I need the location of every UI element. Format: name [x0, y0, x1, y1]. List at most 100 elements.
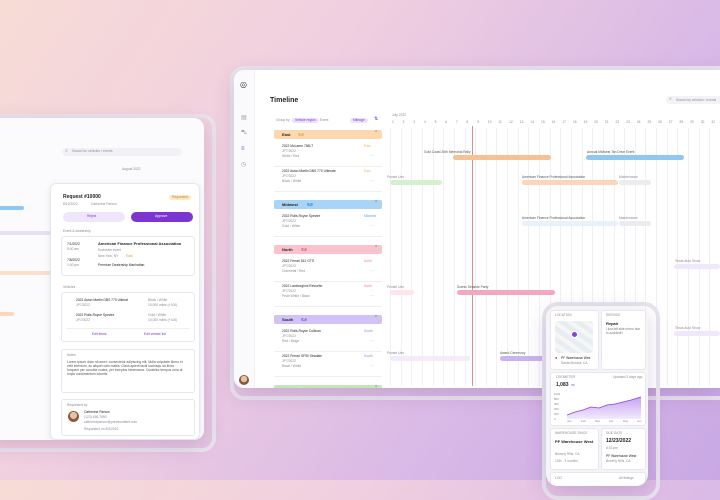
- event-bar[interactable]: [500, 356, 544, 361]
- more-icon[interactable]: ···: [370, 153, 374, 158]
- vehicle-model: 2022 Rolls-Royce Spectre: [282, 214, 321, 218]
- due-city: Beverly Hills, CA: [606, 459, 631, 463]
- end-time: 1:00 pm: [67, 263, 79, 267]
- x-tick: May: [623, 419, 629, 423]
- dealership: Premium Dealership Manhattan: [98, 263, 145, 267]
- chart-x-axis: Jan Feb Mar Apr May Jun: [567, 419, 642, 424]
- group-name: West: [282, 387, 291, 388]
- day-label: 20: [594, 120, 598, 124]
- event-bar[interactable]: [674, 331, 720, 336]
- more-icon[interactable]: ···: [370, 338, 374, 343]
- group-header-north[interactable]: North 2 ⌃: [274, 245, 382, 254]
- event-bar[interactable]: [586, 155, 684, 160]
- event-label: Texas Auto Show: [675, 326, 701, 330]
- timeline-bar[interactable]: [0, 312, 14, 316]
- vehicle-color: Black / White: [282, 364, 302, 368]
- event-bar[interactable]: [674, 264, 720, 269]
- service-card[interactable]: SERVICE Repair I just left side mirror d…: [601, 310, 646, 370]
- grid-line: [400, 128, 402, 386]
- day-label: 8: [466, 120, 469, 124]
- group-count: 1: [307, 201, 313, 206]
- day-label: 28: [679, 120, 684, 124]
- group-header-south[interactable]: South 2 ⌃: [274, 315, 382, 324]
- calendar-icon[interactable]: ▤: [241, 115, 247, 121]
- group-by-alt[interactable]: Event: [320, 118, 329, 122]
- approve-button[interactable]: [131, 212, 193, 222]
- event-bar[interactable]: [619, 221, 651, 226]
- search-input[interactable]: [62, 148, 182, 156]
- chevron-up-icon[interactable]: ⌃: [374, 245, 379, 251]
- grid-line: [496, 128, 498, 386]
- more-icon[interactable]: ···: [370, 293, 374, 298]
- vehicle-color: Gold / White: [148, 313, 167, 317]
- event-bar[interactable]: [390, 180, 442, 185]
- group-header-midwest[interactable]: Midwest 1 ⌃: [274, 200, 382, 209]
- more-icon[interactable]: ···: [370, 363, 374, 368]
- group-by-select[interactable]: Vehicle region: [292, 118, 319, 124]
- group-header-west[interactable]: West 2 ⌃: [274, 385, 382, 388]
- filter-icon[interactable]: ⇅: [374, 116, 379, 122]
- row-divider: [274, 281, 382, 282]
- vehicle-date: JP7/2022: [282, 264, 296, 268]
- tablet-left-frame: [0, 114, 216, 452]
- event-bar[interactable]: [390, 290, 414, 295]
- day-label: 27: [668, 120, 673, 124]
- mileage-filter[interactable]: Mileage: [350, 118, 368, 124]
- person-email: catherineparson@premiumfleet.com: [84, 420, 138, 424]
- vehicle-date: JP7/2022: [282, 219, 296, 223]
- event-bar[interactable]: [457, 290, 555, 295]
- event-label: Scenic Seaside Party: [457, 285, 489, 289]
- edit-items-button[interactable]: Edit items: [92, 332, 107, 336]
- timeline-bar[interactable]: [0, 206, 24, 210]
- day-label: 16: [551, 120, 556, 124]
- odometer-updated: Updated 3 days ago: [613, 375, 643, 379]
- location-card[interactable]: LOCATION PF Warehouse Wes Santa Monica, …: [550, 310, 599, 370]
- user-avatar[interactable]: [239, 375, 249, 385]
- event-bar[interactable]: [453, 155, 551, 160]
- event-label: Maintenance: [619, 216, 638, 220]
- chevron-up-icon[interactable]: ⌃: [374, 130, 379, 136]
- event-label: Maintenance: [619, 175, 638, 179]
- timeline-bar[interactable]: [0, 271, 56, 275]
- more-icon[interactable]: ···: [370, 178, 374, 183]
- day-label: 15: [541, 120, 545, 124]
- clock-icon[interactable]: ◷: [241, 162, 247, 168]
- vehicle-region: North: [364, 284, 373, 288]
- edit-vehicle-list-button[interactable]: Edit vehicle list: [144, 332, 166, 336]
- more-icon[interactable]: ···: [370, 223, 374, 228]
- search-input[interactable]: [666, 96, 720, 104]
- timeline-icon[interactable]: ≡: [241, 146, 245, 152]
- due-card[interactable]: DUE DATE 12/23/2022 8:43 pm PF Warehouse…: [601, 428, 646, 470]
- day-label: 6: [445, 120, 448, 124]
- chevron-up-icon[interactable]: ⌃: [374, 200, 379, 206]
- more-icon[interactable]: ···: [370, 268, 374, 273]
- event-label: Private Use: [387, 175, 405, 179]
- vehicle-model: 2022 Aston Martin DBS 770 Ultimat: [76, 298, 128, 302]
- warehouse-card[interactable]: WAREHOUSE SINCE PF Warehouse West Beverl…: [550, 428, 599, 470]
- notes-box: Notes Lorem ipsum dolor sit amet, consec…: [61, 349, 195, 393]
- timeline-grid: [390, 128, 720, 386]
- y-tick: 800: [554, 397, 559, 401]
- day-label: 12: [509, 120, 513, 124]
- y-tick: 600: [554, 402, 559, 406]
- event-bar[interactable]: [522, 180, 618, 185]
- warehouse-dates: 12th - 3 months: [555, 459, 578, 463]
- day-label: 9: [477, 120, 479, 124]
- group-count: 2: [298, 387, 304, 388]
- timeline-bar[interactable]: [0, 231, 56, 235]
- vehicle-region: East: [364, 169, 371, 173]
- group-count: 2: [298, 131, 304, 136]
- event-label: Texas Auto Show: [675, 259, 701, 263]
- chevron-up-icon[interactable]: ⌃: [374, 385, 379, 389]
- approve-label: Approve: [155, 214, 168, 218]
- event-bar[interactable]: [522, 221, 618, 226]
- group-header-east[interactable]: East 2 ⌃: [274, 130, 382, 139]
- event-region: East: [126, 254, 133, 258]
- reject-button[interactable]: [63, 212, 125, 222]
- vehicle-date: JP7/2022: [76, 318, 90, 322]
- event-bar[interactable]: [390, 356, 470, 361]
- car-icon[interactable]: ⛍: [241, 130, 248, 136]
- event-bar[interactable]: [619, 180, 651, 185]
- all-listings-link[interactable]: All listings: [619, 476, 634, 480]
- chevron-up-icon[interactable]: ⌃: [374, 315, 379, 321]
